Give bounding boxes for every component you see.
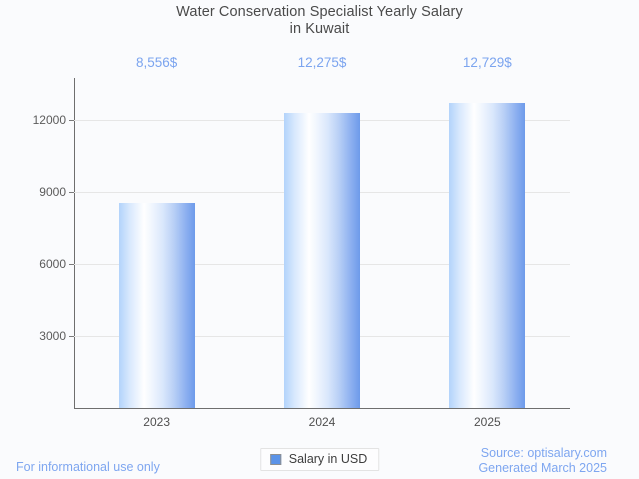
footer-source-block: Source: optisalary.com Generated March 2…: [478, 446, 607, 476]
bar[interactable]: [284, 113, 360, 408]
x-axis-line: [74, 408, 570, 409]
chart-title-line-2: in Kuwait: [289, 21, 350, 37]
y-axis-tick-label: 6000: [39, 257, 66, 271]
bar[interactable]: [118, 202, 195, 408]
y-axis-tick-label: 3000: [39, 329, 66, 343]
plot-area: 3000 6000 9000 12000: [33, 78, 570, 408]
bar-value-label: 8,556$: [136, 55, 178, 70]
footer-disclaimer: For informational use only: [16, 460, 160, 474]
x-axis-category-label: 2024: [308, 415, 336, 429]
y-axis-tick-label: 12000: [32, 113, 66, 127]
chart-legend[interactable]: Salary in USD: [259, 448, 380, 471]
y-axis-tick-mark: [69, 264, 74, 265]
y-axis-tick-mark: [69, 336, 74, 337]
y-axis-tick-label: 9000: [39, 185, 66, 199]
legend-swatch-icon: [269, 453, 281, 465]
chart-title: Water Conservation Specialist Yearly Sal…: [0, 4, 639, 38]
x-axis-category-label: 2025: [473, 415, 501, 429]
legend-item-label: Salary in USD: [288, 452, 368, 466]
bar-value-label: 12,275$: [297, 55, 347, 70]
y-axis-line: [74, 78, 75, 409]
footer-generated: Generated March 2025: [478, 461, 607, 475]
footer-source: Source: optisalary.com: [480, 446, 607, 460]
chart-title-line-1: Water Conservation Specialist Yearly Sal…: [176, 4, 463, 20]
y-axis-tick-mark: [69, 192, 74, 193]
x-axis-category-label: 2023: [143, 415, 170, 429]
y-axis-tick-mark: [69, 120, 74, 121]
bar-value-label: 12,729$: [462, 55, 512, 70]
bar[interactable]: [449, 102, 526, 408]
